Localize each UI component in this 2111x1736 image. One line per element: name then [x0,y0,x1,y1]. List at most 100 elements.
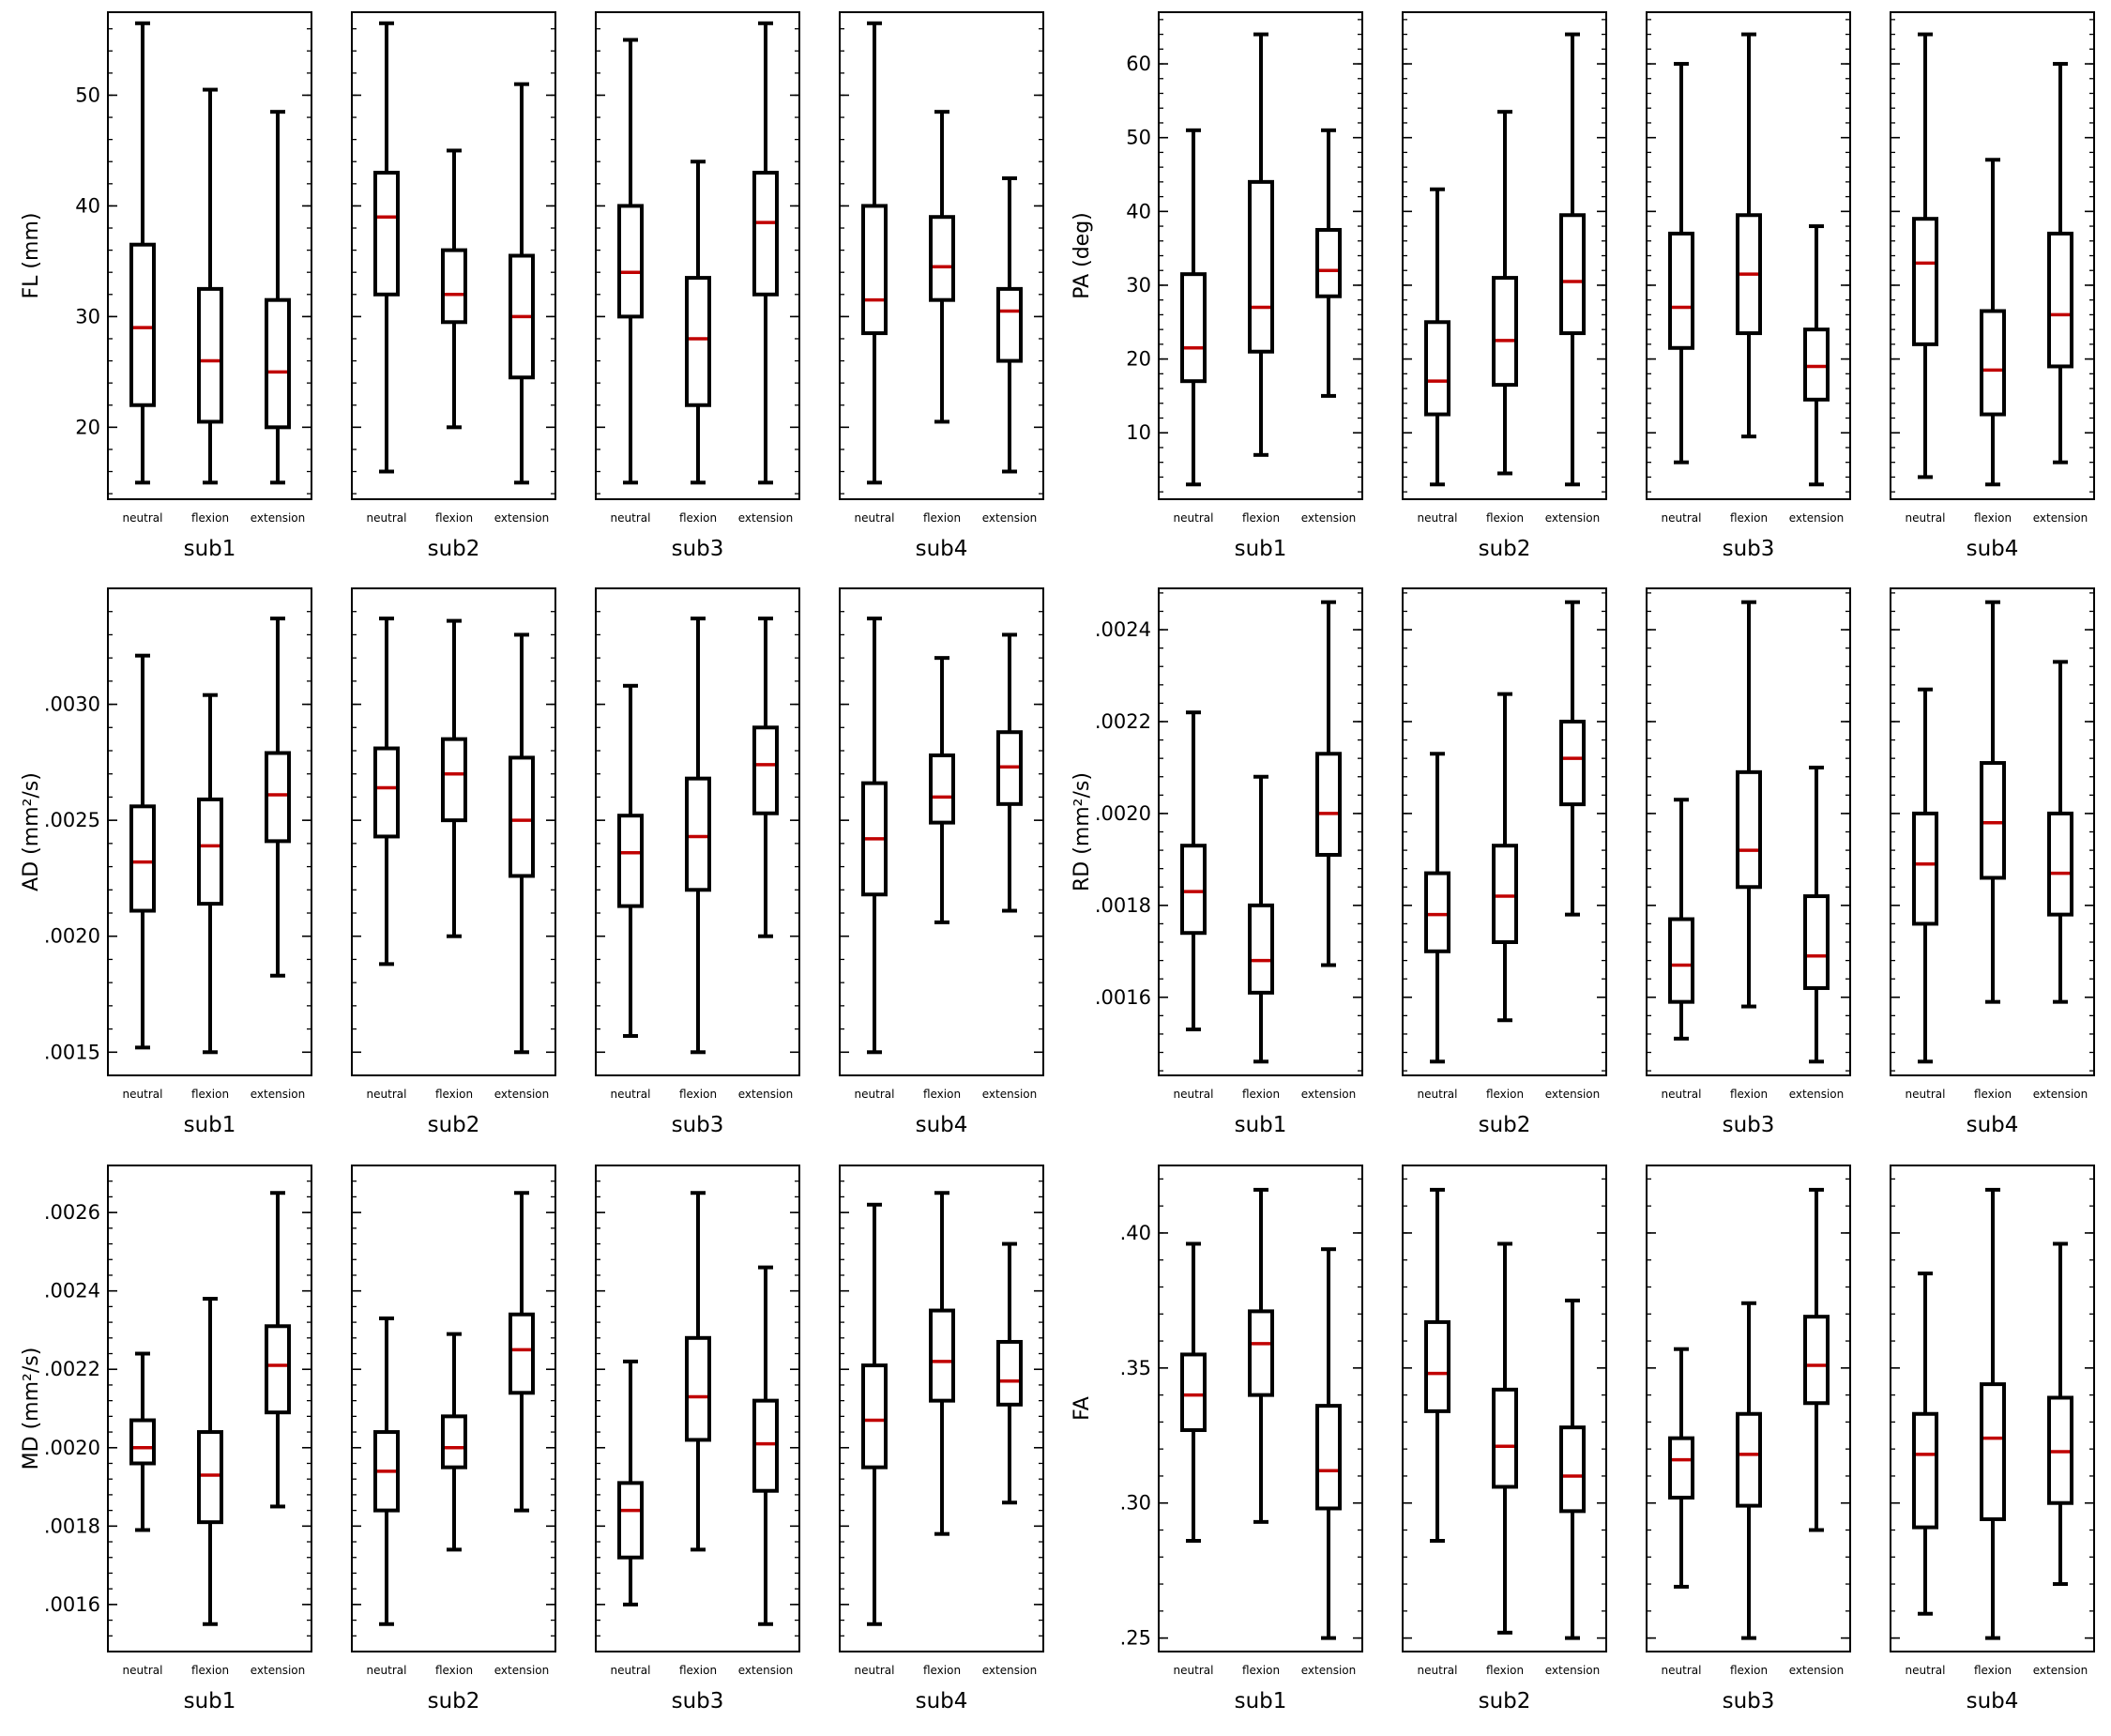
subject-label: sub4 [1967,1113,2019,1137]
iqr-box [1424,1319,1450,1413]
category-label: extension [494,1664,550,1677]
subplot-sub2: neutral flexion extension sub2 [1402,11,1607,561]
category-label: extension [738,511,794,525]
plot-frame [1402,1165,1607,1652]
plot-frame [839,11,1044,500]
category-label: flexion [1730,511,1768,525]
y-axis-label: PA (deg) [1071,212,1094,299]
box-flexion: flexion [679,1191,717,1677]
y-tick-label: .0020 [44,925,100,948]
category-label: neutral [855,511,895,525]
iqr-box [1668,231,1694,350]
y-tick-label: 40 [75,194,100,217]
iqr-box [197,286,223,424]
chart-panel-group: AD (mm²/s) .0015 .0020 .0025 .0030 neutral fle… [20,587,1044,1137]
iqr-box [752,171,779,297]
category-label: extension [1301,1088,1357,1101]
category-label: flexion [435,1664,473,1677]
y-tick-label: .0030 [44,693,100,716]
box-flexion: flexion [923,1191,961,1677]
category-label: flexion [679,511,717,525]
category-label: flexion [1242,1088,1280,1101]
box-neutral: neutral [611,683,650,1101]
iqr-box [1424,320,1450,417]
subplot-sub2: neutral flexion extension sub2 [351,1165,556,1713]
category-label: flexion [1974,1664,2012,1677]
category-label: neutral [367,511,407,525]
box-neutral: neutral [1418,1187,1457,1677]
iqr-box [129,1418,156,1466]
category-label: extension [494,511,550,525]
subject-label: sub3 [1723,1689,1775,1713]
category-label: extension [494,1088,550,1101]
box-neutral: neutral [1906,1272,1945,1677]
box-extension: extension [1545,600,1600,1101]
subplot-sub2: neutral flexion extension sub2 [351,587,556,1137]
iqr-box [685,276,711,407]
box-extension: extension [494,632,550,1101]
box-flexion: flexion [679,160,717,525]
category-label: extension [1789,1664,1845,1677]
subplot-sub2: neutral flexion extension sub2 [1402,587,1607,1137]
iqr-box [2047,811,2073,917]
category-label: neutral [367,1664,407,1677]
iqr-box [1180,844,1207,936]
iqr-box [509,1312,535,1395]
box-neutral: neutral [1174,128,1213,525]
box-neutral: neutral [367,21,407,525]
box-neutral: neutral [1174,710,1213,1101]
subject-label: sub3 [672,537,724,561]
subject-label: sub3 [672,1689,724,1713]
box-neutral: neutral [1662,1347,1701,1677]
box-neutral: neutral [367,1316,407,1677]
category-label: extension [1301,511,1357,525]
y-tick-label: 50 [75,84,100,106]
subplot-sub1: .0016 .0018 .0020 .0022 .0024 neutral flexion e… [1095,587,1363,1137]
subject-label: sub2 [428,1113,480,1137]
iqr-box [197,1430,223,1525]
box-flexion: flexion [435,618,473,1101]
subject-label: sub4 [1967,1689,2019,1713]
category-label: neutral [611,1664,651,1677]
category-label: neutral [1662,511,1702,525]
category-label: flexion [679,1664,717,1677]
category-label: neutral [1174,1664,1214,1677]
y-tick-label: 50 [1126,127,1151,149]
category-label: flexion [923,1664,961,1677]
category-label: extension [1545,1664,1601,1677]
chart-panel-group: RD (mm²/s) .0016 .0018 .0020 .0022 .0024 neutr… [1071,587,2095,1137]
category-label: flexion [679,1088,717,1101]
category-label: flexion [1730,1088,1768,1101]
box-neutral: neutral [1906,32,1945,525]
subject-label: sub1 [184,1689,236,1713]
iqr-box [752,725,779,815]
category-label: neutral [123,1088,163,1101]
category-label: extension [738,1664,794,1677]
box-flexion: flexion [1242,774,1280,1101]
iqr-box [1315,227,1342,298]
category-label: neutral [1418,1088,1458,1101]
box-flexion: flexion [191,693,229,1101]
subplot-sub4: neutral flexion extension sub4 [1890,587,2095,1137]
subplot-sub3: neutral flexion extension sub3 [595,587,800,1137]
y-tick-label: .0022 [44,1358,100,1380]
iqr-box [1803,1315,1830,1406]
category-label: flexion [1974,511,2012,525]
box-neutral: neutral [611,38,650,525]
box-extension: extension [738,21,794,525]
box-flexion: flexion [1730,32,1768,525]
plot-frame [1646,1165,1851,1652]
iqr-box [1559,213,1586,336]
category-label: flexion [1486,1664,1524,1677]
iqr-box [1736,769,1762,890]
subject-label: sub1 [1235,537,1287,561]
box-neutral: neutral [1418,752,1458,1101]
box-neutral: neutral [1174,1241,1214,1677]
box-extension: extension [2033,660,2088,1101]
y-tick-label: .0022 [1095,710,1151,733]
chart-panel-group: FL (mm) 20 30 40 50 neutral flexion extension su… [20,11,1044,561]
subject-label: sub4 [916,1113,968,1137]
box-flexion: flexion [1730,1301,1768,1677]
subplot-sub4: neutral flexion extension sub4 [839,11,1044,561]
